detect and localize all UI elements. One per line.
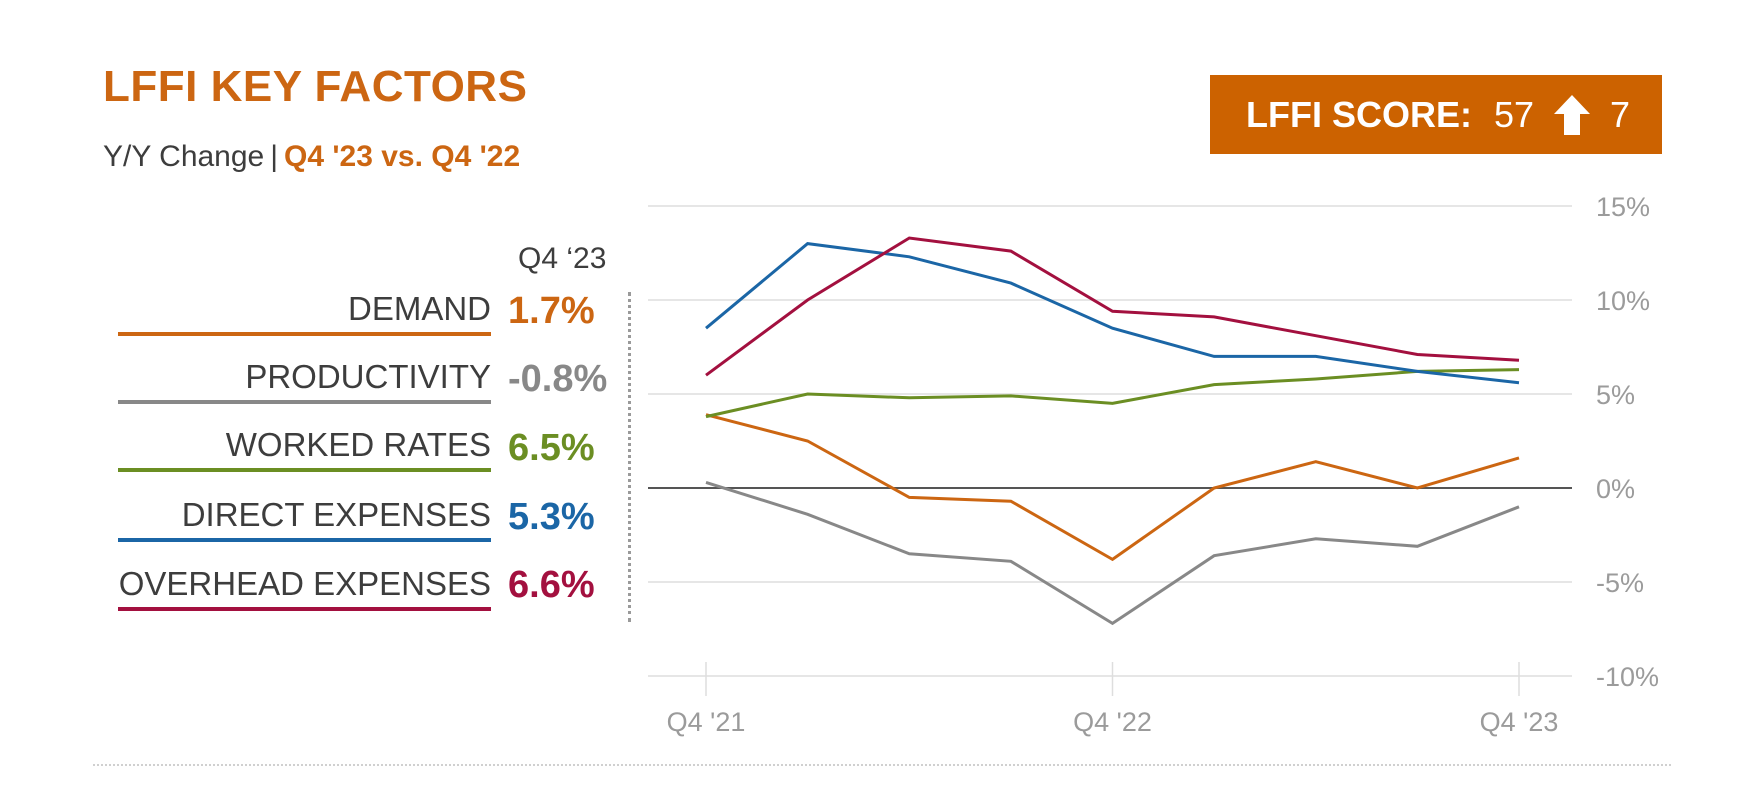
factor-name: WORKED RATES (225, 426, 491, 463)
x-tick-label: Q4 '22 (1073, 707, 1152, 737)
factor-name: OVERHEAD EXPENSES (118, 565, 491, 602)
y-tick-label: 15% (1596, 192, 1650, 222)
table-divider (628, 292, 631, 622)
column-header-q4-23: Q4 ‘23 (518, 242, 607, 275)
series-line-worked-rates (705, 368, 1520, 419)
chart-title: LFFI KEY FACTORS (103, 62, 528, 111)
score-label: LFFI SCORE: (1246, 93, 1472, 135)
y-tick-label: 0% (1596, 474, 1635, 504)
factor-name: DIRECT EXPENSES (181, 496, 491, 533)
factor-row-direct-expenses: DIRECT EXPENSES (118, 484, 491, 542)
lffi-score-badge: LFFI SCORE: 57 7 (1210, 75, 1662, 154)
score-change: 7 (1610, 93, 1631, 135)
series-line-direct-expenses (705, 242, 1520, 385)
series-line-overhead-expenses (705, 236, 1520, 377)
x-tick-label: Q4 '21 (667, 707, 746, 737)
factor-row-productivity: PRODUCTIVITY (118, 346, 491, 404)
y-tick-label: 10% (1596, 286, 1650, 316)
subtitle-prefix: Y/Y Change (103, 140, 265, 173)
score-value: 57 (1493, 93, 1535, 135)
series-line-productivity (705, 480, 1520, 626)
subtitle-comparison: Q4 '23 vs. Q4 '22 (284, 140, 521, 173)
y-tick-label: -5% (1596, 568, 1644, 598)
chart-subtitle: Y/Y Change | Q4 '23 vs. Q4 '22 (103, 140, 520, 174)
factor-row-overhead-expenses: OVERHEAD EXPENSES (118, 553, 491, 611)
factor-value-worked-rates: 6.5% (508, 427, 595, 469)
factor-value-overhead-expenses: 6.6% (508, 564, 595, 606)
series-line-demand (705, 413, 1520, 562)
y-tick-label: -10% (1596, 662, 1659, 692)
subtitle-separator: | (270, 140, 279, 173)
factor-row-demand: DEMAND (118, 278, 491, 336)
factor-value-direct-expenses: 5.3% (508, 496, 595, 538)
x-tick-label: Q4 '23 (1480, 707, 1559, 737)
factor-value-demand: 1.7% (508, 290, 595, 332)
up-arrow-icon (1554, 94, 1591, 135)
factor-value-productivity: -0.8% (508, 358, 608, 400)
factor-row-worked-rates: WORKED RATES (118, 414, 491, 472)
factor-name: PRODUCTIVITY (245, 358, 491, 395)
y-tick-label: 5% (1596, 380, 1635, 410)
factor-name: DEMAND (347, 290, 491, 327)
bottom-divider (93, 764, 1671, 766)
